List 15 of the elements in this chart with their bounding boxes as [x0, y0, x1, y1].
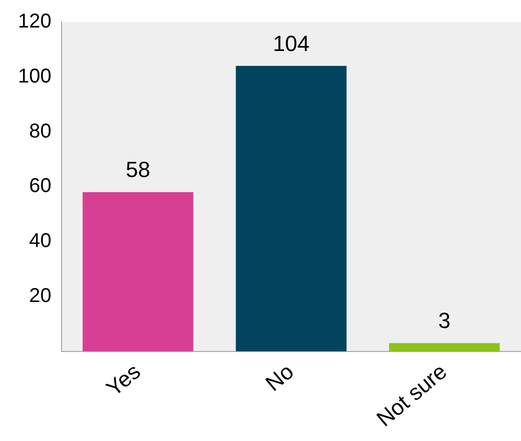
data-label: 3: [438, 308, 451, 334]
y-tick-label: 100: [18, 65, 52, 88]
x-tick-label: Yes: [102, 358, 146, 401]
data-label: 104: [272, 30, 310, 56]
y-tick-label: 60: [29, 175, 52, 198]
bar: [82, 192, 194, 352]
y-tick-label: 80: [29, 120, 52, 142]
bar: [389, 343, 500, 352]
y-tick-label: 120: [18, 10, 52, 33]
x-tick-label: Not sure: [372, 358, 452, 432]
y-tick-label: 40: [29, 230, 52, 252]
bar: [236, 66, 347, 352]
y-tick-label: 20: [29, 284, 52, 307]
data-label: 58: [126, 157, 150, 182]
x-tick-label: No: [260, 358, 298, 396]
